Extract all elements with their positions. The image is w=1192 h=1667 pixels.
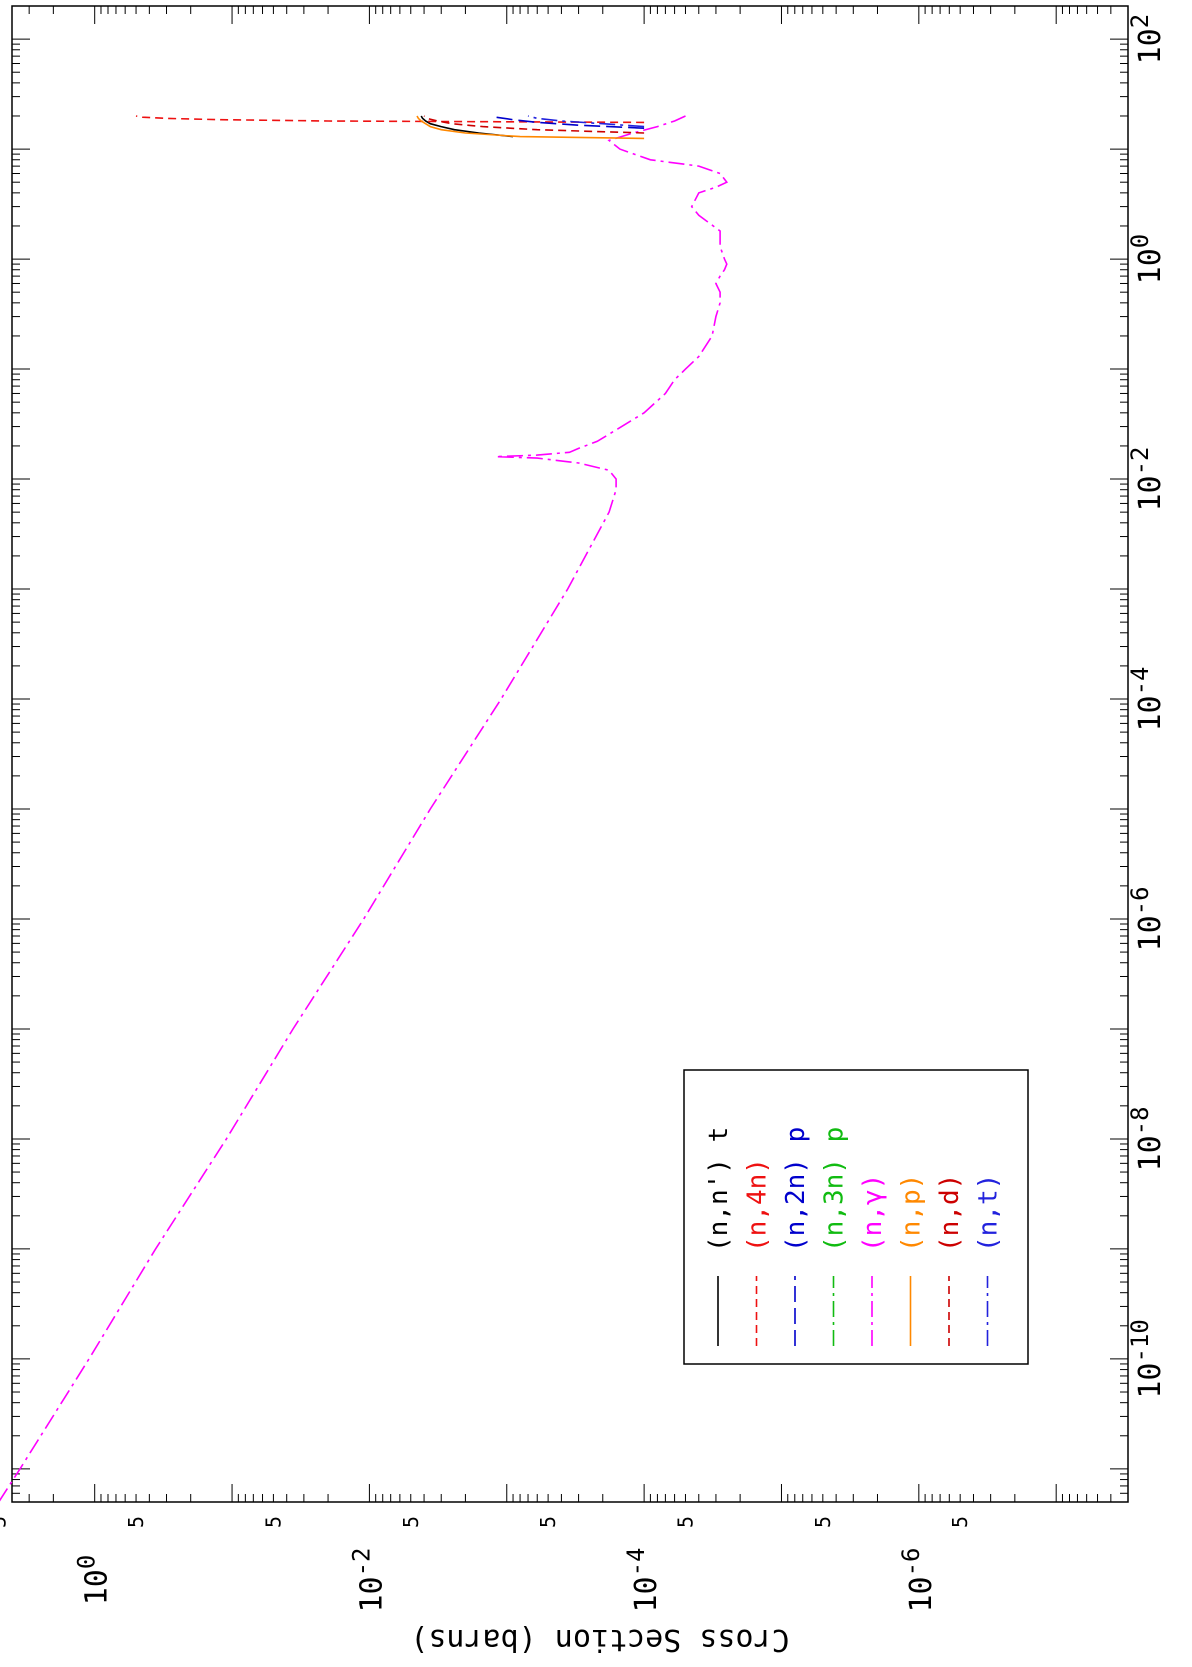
- legend-entry-6: (n,d): [935, 1174, 965, 1252]
- legend-label-0: (n,n') t: [704, 1127, 734, 1252]
- y-tick-label-text: 10-4: [622, 1547, 664, 1612]
- legend-entry-5: (n,p): [897, 1174, 927, 1252]
- y-axis-label: Cross Section (barns): [410, 1622, 789, 1657]
- series-line-1: [135, 115, 645, 124]
- legend-entry-4: (n,γ): [858, 1174, 888, 1252]
- legend-label-3: (n,3n) p: [820, 1127, 850, 1252]
- x-tick-label-text: 100: [1126, 234, 1168, 285]
- y-minor-label: 5: [124, 1516, 148, 1528]
- legend-label-5: (n,p): [897, 1174, 927, 1252]
- legend-entry-0: (n,n') t: [704, 1127, 734, 1252]
- x-tick-label: 10-6: [1126, 886, 1168, 951]
- x-tick-label: 100: [1126, 234, 1168, 285]
- y-minor-label: 5: [536, 1516, 560, 1528]
- series-line-0: [420, 115, 514, 138]
- y-minor-label-text: 5: [811, 1516, 835, 1528]
- legend-label-6: (n,d): [935, 1174, 965, 1252]
- y-tick-label: 10-6: [897, 1547, 939, 1612]
- series-line-6: [423, 115, 645, 134]
- y-tick-label-text: 100: [73, 1555, 115, 1606]
- y-minor-label-text: 5: [261, 1516, 285, 1528]
- y-minor-label-text: 5: [536, 1516, 560, 1528]
- x-tick-label: 10-10: [1126, 1319, 1168, 1398]
- series-line-5: [416, 115, 645, 140]
- y-minor-label: 5: [399, 1516, 423, 1528]
- y-minor-label: 5: [261, 1516, 285, 1528]
- y-tick-label-text: 10-2: [347, 1547, 389, 1612]
- x-tick-label-text: 102: [1126, 14, 1168, 65]
- plot-frame: [11, 5, 1129, 1503]
- y-minor-label: 5: [811, 1516, 835, 1528]
- y-tick-label-text: 10-6: [897, 1547, 939, 1612]
- y-tick-label: 10-4: [622, 1547, 664, 1612]
- legend-entry-2: (n,2n) p: [781, 1127, 811, 1252]
- legend: (n,n') t (n,4n) (n,2n) p (n,3n) p (n,γ) (n,p)…: [683, 1069, 1029, 1365]
- y-tick-label: 10-2: [347, 1547, 389, 1612]
- x-tick-label: 102: [1126, 14, 1168, 65]
- series-line-2: [490, 115, 645, 129]
- legend-label-2: (n,2n) p: [781, 1127, 811, 1252]
- legend-entry-1: (n,4n): [743, 1158, 773, 1252]
- legend-label-7: (n,t): [974, 1174, 1004, 1252]
- legend-entry-3: (n,3n) p: [820, 1127, 850, 1252]
- y-minor-label: 5: [948, 1516, 972, 1528]
- x-tick-label: 10-4: [1126, 666, 1168, 731]
- legend-label-1: (n,4n): [743, 1158, 773, 1252]
- y-minor-label-text: 5: [124, 1516, 148, 1528]
- x-tick-label-text: 10-4: [1126, 666, 1168, 731]
- x-tick-label: 10-2: [1126, 447, 1168, 512]
- x-tick-label-text: 10-2: [1126, 447, 1168, 512]
- legend-label-4: (n,γ): [858, 1174, 888, 1252]
- plot-area: 10-10 10-8 10-6 10-4 10-2 100 102 100 10-2 10-4 10…: [0, 5, 1168, 1613]
- x-tick-label-text: 10-10: [1126, 1319, 1168, 1398]
- y-minor-label: 5: [0, 1516, 11, 1528]
- y-minor-label: 5: [673, 1516, 697, 1528]
- x-tick-label-text: 10-6: [1126, 886, 1168, 951]
- x-tick-label-text: 10-8: [1126, 1106, 1168, 1171]
- x-tick-label: 10-8: [1126, 1106, 1168, 1171]
- series-line-7: [527, 115, 645, 128]
- y-minor-label-text: 5: [673, 1516, 697, 1528]
- legend-box: [683, 1069, 1029, 1365]
- y-tick-label: 100: [73, 1555, 115, 1606]
- y-minor-label-text: 5: [399, 1516, 423, 1528]
- series-line-4: [0, 115, 729, 1502]
- legend-entry-7: (n,t): [974, 1174, 1004, 1252]
- y-minor-label-text: 5: [0, 1516, 11, 1528]
- y-minor-label-text: 5: [948, 1516, 972, 1528]
